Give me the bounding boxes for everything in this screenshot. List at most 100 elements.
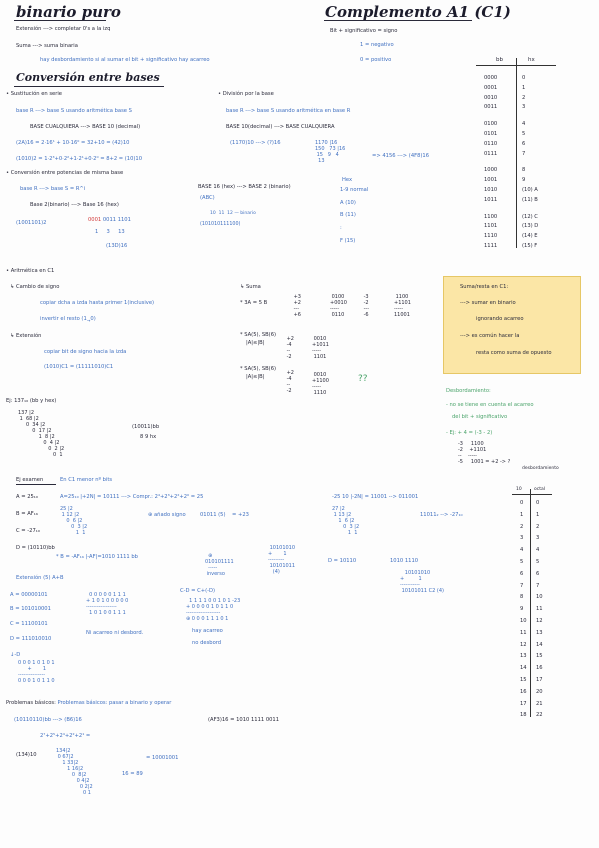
desbord-heading: Desbordamiento: (446, 388, 491, 394)
examen-underline (16, 484, 56, 485)
table-cell-hx: 7 (522, 150, 526, 157)
sticky-5: resta como suma de opuesto (476, 350, 552, 356)
hex-label: Hex (342, 177, 353, 183)
sust-ex3: (1010)2 = 1·2³+0·2²+1·2¹+0·2⁰ = 8+2 = (1… (16, 156, 143, 162)
table-cell-bb: 0011 (484, 104, 498, 111)
sticky-1: Suma/resta en C1: (460, 284, 509, 290)
examen-c-res: 11011₂ --> -27₁₀ (420, 512, 463, 518)
seq-cell-dec: 16 (520, 688, 527, 695)
c-d-sum: 1 1 1 1 0 0 1 0 1 -23 + 0 0 0 0 1 0 1 1 … (186, 598, 241, 622)
seq-cell-oct: 5 (536, 559, 540, 565)
table-cell-bb: 1101 (484, 223, 498, 230)
seq-cell-oct: 17 (536, 677, 543, 683)
table-cell-bb: 0111 (484, 150, 498, 157)
table-cell-bb: 0010 (484, 94, 498, 101)
problemas-title: Problemas básicos: Problemas básicos: pa… (6, 700, 172, 706)
table-cell-hx: 5 (522, 131, 526, 137)
table-cell-hx: 9 (522, 177, 526, 184)
ej-res2: 8 9 hx (140, 434, 157, 440)
hex-item-1: 1-9 normal (340, 187, 369, 193)
hay-acarreo: hay acarreo (192, 628, 223, 634)
examen-b-inv: ⊕ 010101111 ----- inverso (205, 553, 234, 577)
table-cell-bb: 0001 (484, 84, 498, 91)
table-cell-bb: 1011 (484, 196, 498, 203)
sa-op-2: +2 -4 -- -2 (286, 370, 294, 394)
desbord-ops: -3 1100 -2 +1101 -- ----- -5 1001 = +2 -… (458, 441, 511, 465)
seq-cell-dec: 4 (520, 547, 524, 554)
sticky-2: ---> sumar en binario (460, 300, 516, 306)
table-cell-bb: 0100 (484, 121, 498, 128)
sa-example: * SA(5), SB(6) (240, 332, 277, 338)
examen-line3: * B = -AF₁₆ |-AF|=1010 1111 bb (56, 554, 138, 560)
sa-cond-2: |A|≤|B| (246, 374, 265, 380)
table-cell-hx: 2 (522, 94, 526, 101)
seq-cell-oct: 13 (536, 629, 543, 636)
table-divider (516, 58, 517, 248)
table-header-hx: hx (528, 57, 535, 63)
hex-item-2: A (10) (340, 200, 356, 206)
sust-ex2: (2A)16 = 2·16¹ + 10·16⁰ = 32+10 = (42)10 (16, 140, 130, 146)
seq-cell-dec: 1 (520, 511, 524, 518)
table-cell-bb: 1110 (484, 233, 498, 240)
sticky-3: ignorando acarreo (476, 316, 524, 322)
seq-cell-dec: 3 (520, 535, 524, 542)
pot-ex3: (13D)16 (106, 243, 128, 249)
c1-negative: 1 = negativo (360, 42, 394, 48)
ej-137: Ej: 137₁₀ (bb y hex) (6, 398, 57, 404)
suma-heading: ↳ Suma (240, 284, 261, 290)
seq-cell-dec: 10 (520, 618, 527, 624)
table-cell-hx: 1 (522, 84, 526, 91)
seq-cell-dec: 0 (520, 500, 524, 506)
examen-line2: 01011 (5) (200, 512, 226, 518)
suma-op-2: 0100 +0010 ----- 0110 (330, 294, 347, 318)
title-underline (324, 20, 472, 21)
seq-header-octal: octal (534, 487, 545, 492)
ej-res: (10011)bb (132, 424, 160, 430)
seq-cell-oct: 14 (536, 641, 543, 648)
seq-cell-oct: 4 (536, 547, 540, 554)
table-cell-bb: 1010 (484, 187, 498, 193)
seq-header-rule (512, 494, 552, 495)
seq-cell-dec: 13 (520, 653, 527, 660)
examen-line1b: -25 10 |-2N| = 11001 --> 011001 (332, 494, 419, 500)
seq-cell-oct: 2 (536, 523, 540, 530)
table-header-bb: bb (496, 57, 503, 63)
sust-ex1: BASE CUALQUIERA ---> BASE 10 (decimal) (30, 124, 141, 130)
desbord-3: - Ej: + 4 = (-3 - 2) (446, 430, 493, 436)
ext-row-a: A = 00000101 (10, 592, 48, 598)
seq-divider (530, 489, 531, 717)
minus-d: ↓-D (10, 652, 21, 658)
title-underline (14, 86, 164, 87)
seq-cell-oct: 15 (536, 653, 543, 660)
examen-mid: 10101010 + 1 --------- 10101011 (4) (268, 545, 296, 575)
seq-cell-dec: 8 (520, 594, 524, 601)
minus-d-rows: 0 0 0 1 0 1 0 1 + 1 --------------- 0 0 … (18, 660, 55, 684)
title-complemento: Complemento A1 (C1) (325, 3, 511, 21)
ext-1: copiar bit de signo hacia la izda (44, 349, 127, 355)
table-cell-bb: 0110 (484, 140, 498, 147)
seq-cell-dec: 6 (520, 570, 524, 577)
seq-cell-dec: 14 (520, 665, 527, 672)
examen-sub: En C1 menor nº bits (60, 477, 113, 483)
var-c: C = -27₁₀ (16, 528, 40, 534)
examen-line3b: ⊕ añado signo (148, 512, 186, 518)
suma-op-4: 1100 +1101 ----- 11001 (394, 294, 411, 318)
overflow-note: hay desbordamiento si al sumar el bit + … (40, 57, 210, 63)
seq-cell-oct: 7 (536, 582, 540, 589)
sum-ab: 0 0 0 0 0 1 1 1 + 1 0 1 0 0 0 0 0 ------… (86, 592, 129, 616)
sa-cond: |A|≤|B| (246, 340, 265, 346)
seq-cell-oct: 6 (536, 570, 540, 577)
pot-digits: 1 3 13 (95, 229, 125, 235)
seq-cell-dec: 2 (520, 523, 524, 530)
pot-sub: base R ---> base S = R^i (20, 186, 86, 192)
no-acarreo: Ni acarreo ni desbord. (86, 630, 144, 636)
seq-cell-oct: 20 (536, 688, 543, 695)
examen-title: Ej examen (16, 477, 44, 483)
table-cell-bb: 0000 (484, 75, 498, 81)
sust-sub: base R ---> base S usando aritmética bas… (16, 108, 132, 114)
div-ex3: => 4156 ---> (4F8)16 (372, 153, 430, 159)
table-cell-hx: (12) C (522, 213, 538, 220)
hex-item-4: F (15) (340, 238, 356, 244)
table-cell-hx: (13) D (522, 223, 539, 230)
c1-sign-bit: Bit + significativo = signo (330, 28, 398, 34)
